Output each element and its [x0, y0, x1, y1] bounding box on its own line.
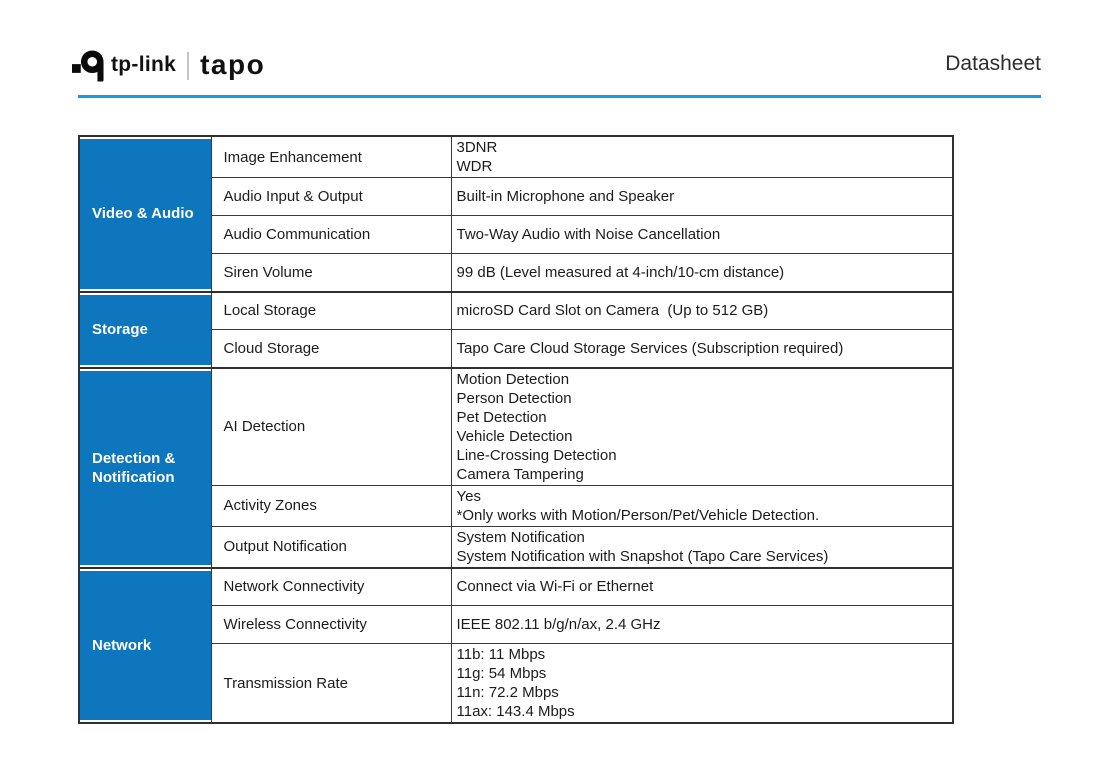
category-cell: Storage	[78, 290, 212, 368]
category-highlight: Network	[80, 570, 211, 720]
spec-section: Video & Audio Image Enhancement 3DNR WDR Au…	[78, 135, 954, 292]
datasheet-page: tp-link tapo Datasheet Video & Audio Imag…	[72, 44, 1041, 724]
spec-table: Video & Audio Image Enhancement 3DNR WDR Au…	[78, 135, 954, 724]
sub-brand-name: tapo	[200, 49, 266, 80]
tp-link-logo-icon	[72, 50, 104, 82]
spec-row: Video & Audio Image Enhancement 3DNR WDR	[78, 135, 954, 292]
spec-row: Detection & Notification AI Detection Moti…	[78, 366, 954, 568]
spec-value-cell: 3DNR WDR	[450, 135, 954, 178]
category-label: Network	[92, 636, 152, 654]
spec-value-cell: Two-Way Audio with Noise Cancellation	[450, 215, 954, 254]
category-label: Storage	[92, 321, 148, 338]
spec-value-cell: 11b: 11 Mbps 11g: 54 Mbps 11n: 72.2 Mbps…	[450, 643, 954, 724]
spec-label-cell: Network Connectivity	[210, 566, 452, 606]
spec-value-cell: Built-in Microphone and Speaker	[450, 177, 954, 216]
category-cell: Network	[78, 566, 212, 724]
spec-section: Storage Local Storage microSD Card Slot on…	[78, 290, 954, 368]
category-label: Detection & Notification	[92, 449, 176, 486]
spec-label-cell: Siren Volume	[210, 253, 452, 292]
spec-label-cell: Output Notification	[210, 525, 452, 568]
spec-row: Output Notification System Notification S…	[79, 525, 954, 568]
spec-value-cell: IEEE 802.11 b/g/n/ax, 2.4 GHz	[450, 605, 954, 644]
category-cell: Detection & Notification	[78, 366, 212, 568]
brand-divider	[187, 52, 190, 80]
spec-value-cell: Motion Detection Person Detection Pet De…	[450, 366, 954, 486]
spec-label-cell: Local Storage	[210, 290, 452, 330]
spec-row: Transmission Rate 11b: 11 Mbps 11g: 54 Mb…	[79, 643, 954, 724]
spec-label-cell: Image Enhancement	[210, 135, 452, 178]
spec-row: Network Network Connectivity Connect via W…	[78, 566, 954, 724]
spec-value-cell: System Notification System Notification …	[450, 525, 954, 568]
spec-value-cell: Tapo Care Cloud Storage Services (Subscr…	[450, 329, 954, 368]
spec-value-cell: microSD Card Slot on Camera (Up to 512 G…	[450, 290, 954, 330]
spec-row: Cloud Storage Tapo Care Cloud Storage Ser…	[79, 329, 954, 368]
spec-value-cell: Connect via Wi-Fi or Ethernet	[450, 566, 954, 606]
category-highlight: Detection & Notification	[80, 370, 211, 565]
category-cell: Video & Audio	[78, 135, 212, 292]
spec-row: Audio Communication Two-Way Audio with No…	[79, 215, 954, 254]
spec-label-cell: AI Detection	[210, 366, 452, 486]
spec-value-cell: 99 dB (Level measured at 4-inch/10-cm di…	[450, 253, 954, 292]
spec-row: Storage Local Storage microSD Card Slot on…	[78, 290, 954, 368]
category-highlight: Storage	[80, 294, 211, 365]
category-highlight: Video & Audio	[80, 139, 211, 289]
brand-name: tp-link	[111, 53, 177, 76]
spec-row: Audio Input & Output Built-in Microphone …	[79, 177, 954, 216]
spec-section: Detection & Notification AI Detection Moti…	[78, 366, 954, 568]
header-accent-line	[78, 95, 1041, 98]
spec-section: Network Network Connectivity Connect via W…	[78, 566, 954, 724]
spec-row: Siren Volume 99 dB (Level measured at 4-i…	[79, 253, 954, 292]
spec-label-cell: Cloud Storage	[210, 329, 452, 368]
spec-label-cell: Audio Communication	[210, 215, 452, 254]
spec-label-cell: Transmission Rate	[210, 643, 452, 724]
page-header: tp-link tapo Datasheet	[72, 44, 1041, 88]
spec-row: Activity Zones Yes *Only works with Motio…	[79, 484, 954, 527]
spec-value-cell: Yes *Only works with Motion/Person/Pet/V…	[450, 484, 954, 527]
spec-label-cell: Activity Zones	[210, 484, 452, 527]
category-label: Video & Audio	[92, 205, 194, 223]
document-type-label: Datasheet	[945, 52, 1041, 75]
spec-label-cell: Audio Input & Output	[210, 177, 452, 216]
brand-lockup: tp-link tapo	[72, 49, 265, 83]
spec-label-cell: Wireless Connectivity	[210, 605, 452, 644]
spec-row: Wireless Connectivity IEEE 802.11 b/g/n/a…	[79, 605, 954, 644]
